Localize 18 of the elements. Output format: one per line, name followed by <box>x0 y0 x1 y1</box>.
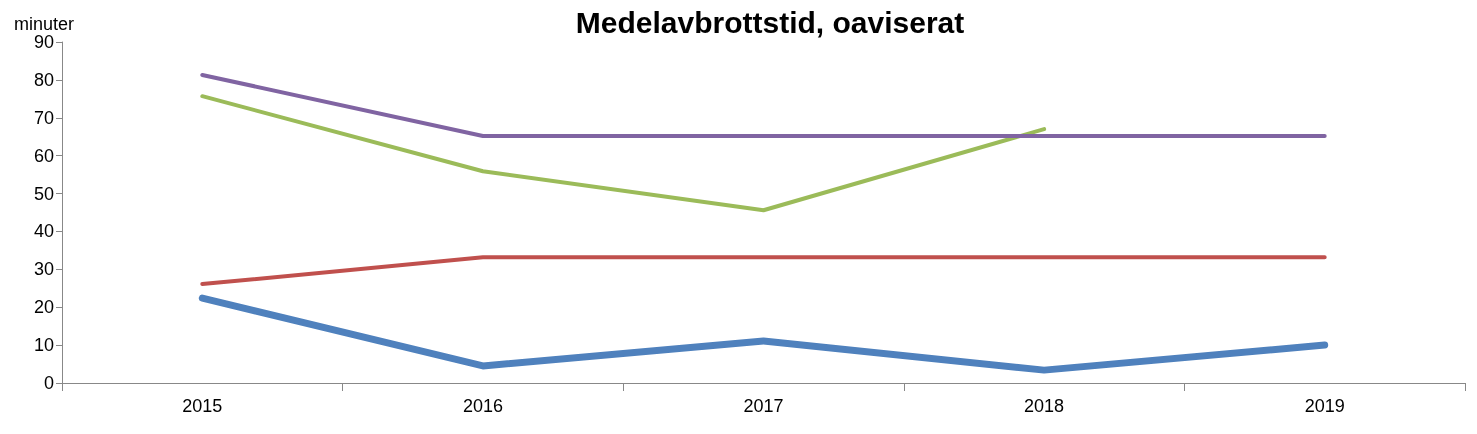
y-tick-label: 50 <box>33 183 54 204</box>
y-tick-label: 0 <box>43 373 54 393</box>
x-tick-label: 2016 <box>462 396 503 416</box>
y-tick-label: 60 <box>33 145 54 166</box>
x-tick-label: 2018 <box>1024 396 1065 416</box>
x-tick-label: 2019 <box>1304 396 1345 416</box>
y-tick-label: 80 <box>33 69 54 90</box>
y-tick-label: 90 <box>33 32 54 52</box>
y-tick-label: 30 <box>33 259 54 280</box>
y-axis-title: minuter <box>14 14 75 35</box>
y-tick-label: 20 <box>33 297 54 318</box>
y-tick-label: 10 <box>33 335 54 356</box>
x-tick-label: 2017 <box>743 396 784 416</box>
line-series <box>200 94 1047 213</box>
y-tick-label: 40 <box>33 221 54 242</box>
chart-title: Medelavbrottstid, oaviserat <box>575 5 965 39</box>
y-tick-label: 70 <box>33 107 54 128</box>
x-tick-label: 2015 <box>182 396 223 416</box>
